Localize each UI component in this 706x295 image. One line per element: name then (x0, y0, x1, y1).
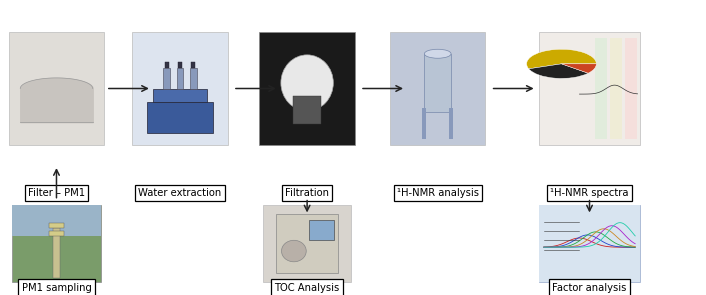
Bar (276, 214, 338, 273)
Ellipse shape (424, 49, 451, 58)
Bar (260, 32, 355, 145)
Text: PM1 sampling: PM1 sampling (22, 283, 91, 293)
Wedge shape (527, 49, 597, 69)
Text: TOC Analysis: TOC Analysis (275, 283, 340, 293)
Text: Filter – PM1: Filter – PM1 (28, 188, 85, 198)
Text: ¹H-NMR spectra: ¹H-NMR spectra (550, 188, 629, 198)
Bar (163, 68, 170, 88)
Bar (153, 88, 207, 102)
Wedge shape (529, 64, 588, 78)
Ellipse shape (281, 55, 333, 111)
Bar (539, 205, 640, 282)
Bar (449, 108, 453, 139)
Bar (49, 231, 64, 236)
Bar (164, 62, 169, 68)
Bar (176, 68, 184, 88)
Bar (13, 205, 101, 236)
Bar (539, 205, 640, 282)
Ellipse shape (282, 240, 306, 262)
Bar (422, 108, 426, 139)
Bar (178, 62, 182, 68)
Bar (625, 38, 637, 139)
Text: Water extraction: Water extraction (138, 188, 222, 198)
Bar (53, 228, 60, 278)
Bar (309, 220, 334, 240)
Bar (133, 32, 227, 145)
Bar (8, 32, 104, 145)
Wedge shape (561, 64, 597, 73)
Text: Factor analysis: Factor analysis (552, 283, 627, 293)
Bar (390, 32, 486, 145)
Text: ¹H-NMR analysis: ¹H-NMR analysis (397, 188, 479, 198)
Bar (539, 32, 640, 145)
Bar (147, 102, 213, 133)
Bar (13, 205, 101, 282)
Bar (263, 205, 352, 282)
Bar (190, 68, 197, 88)
Bar (594, 38, 606, 139)
Text: Filtration: Filtration (285, 188, 329, 198)
Bar (424, 54, 451, 112)
Bar (191, 62, 196, 68)
Bar (293, 96, 321, 124)
Bar (609, 38, 621, 139)
Bar (49, 223, 64, 228)
